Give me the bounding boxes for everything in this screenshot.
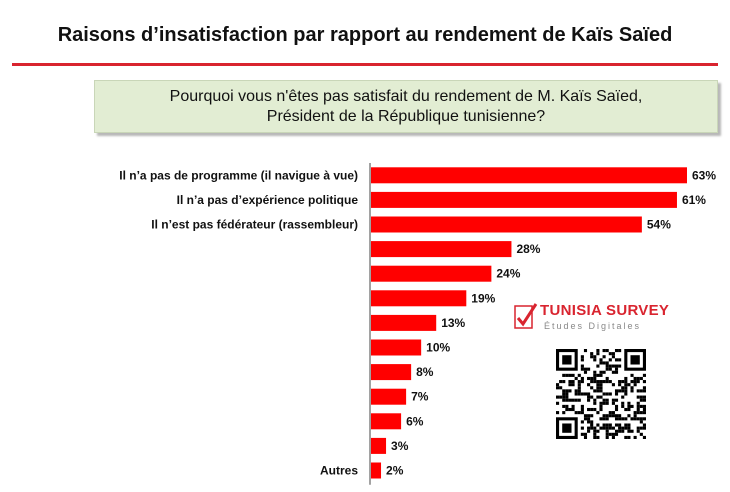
category-label-2: Il n’est pas fédérateur (rassembleur) xyxy=(151,218,358,232)
bar-6 xyxy=(371,314,437,331)
title-divider xyxy=(12,63,718,66)
chart-title: Raisons d’insatisfaction par rapport au … xyxy=(57,24,673,46)
value-label-11: 3% xyxy=(391,439,409,453)
value-label-3: 28% xyxy=(516,242,540,256)
value-label-8: 8% xyxy=(416,365,434,379)
value-label-9: 7% xyxy=(411,390,429,404)
value-label-2: 54% xyxy=(647,218,671,232)
tunisia-survey-logo: TUNISIA SURVEY Études Digitales xyxy=(514,298,674,336)
bar-8 xyxy=(371,364,412,381)
value-label-1: 61% xyxy=(682,193,706,207)
value-label-12: 2% xyxy=(386,464,404,478)
bar-5 xyxy=(371,290,467,307)
bar-0 xyxy=(371,167,687,184)
bar-2 xyxy=(371,216,642,233)
value-label-6: 13% xyxy=(441,316,465,330)
value-label-7: 10% xyxy=(426,341,450,355)
bar-12 xyxy=(371,462,382,479)
bar-3 xyxy=(371,241,512,258)
question-text: Pourquoi vous n'êtes pas satisfait du re… xyxy=(169,87,643,125)
bar-4 xyxy=(371,265,492,282)
qr-code[interactable] xyxy=(556,349,646,439)
question-box: Pourquoi vous n'êtes pas satisfait du re… xyxy=(94,80,718,133)
bar-11 xyxy=(371,437,387,454)
bar-7 xyxy=(371,339,422,356)
category-label-1: Il n’a pas d’expérience politique xyxy=(177,193,359,207)
value-label-5: 19% xyxy=(471,291,495,305)
bar-10 xyxy=(371,413,402,430)
value-label-4: 24% xyxy=(496,267,520,281)
logo-tagline: Études Digitales xyxy=(544,321,642,331)
category-label-12: Autres xyxy=(320,464,358,478)
category-label-0: Il n’a pas de programme (il navigue à vu… xyxy=(119,168,358,182)
bar-9 xyxy=(371,388,407,405)
value-label-10: 6% xyxy=(406,414,424,428)
value-label-0: 63% xyxy=(692,168,716,182)
checkmark-icon xyxy=(514,303,538,329)
bar-1 xyxy=(371,191,677,208)
logo-name: TUNISIA SURVEY xyxy=(540,302,670,319)
